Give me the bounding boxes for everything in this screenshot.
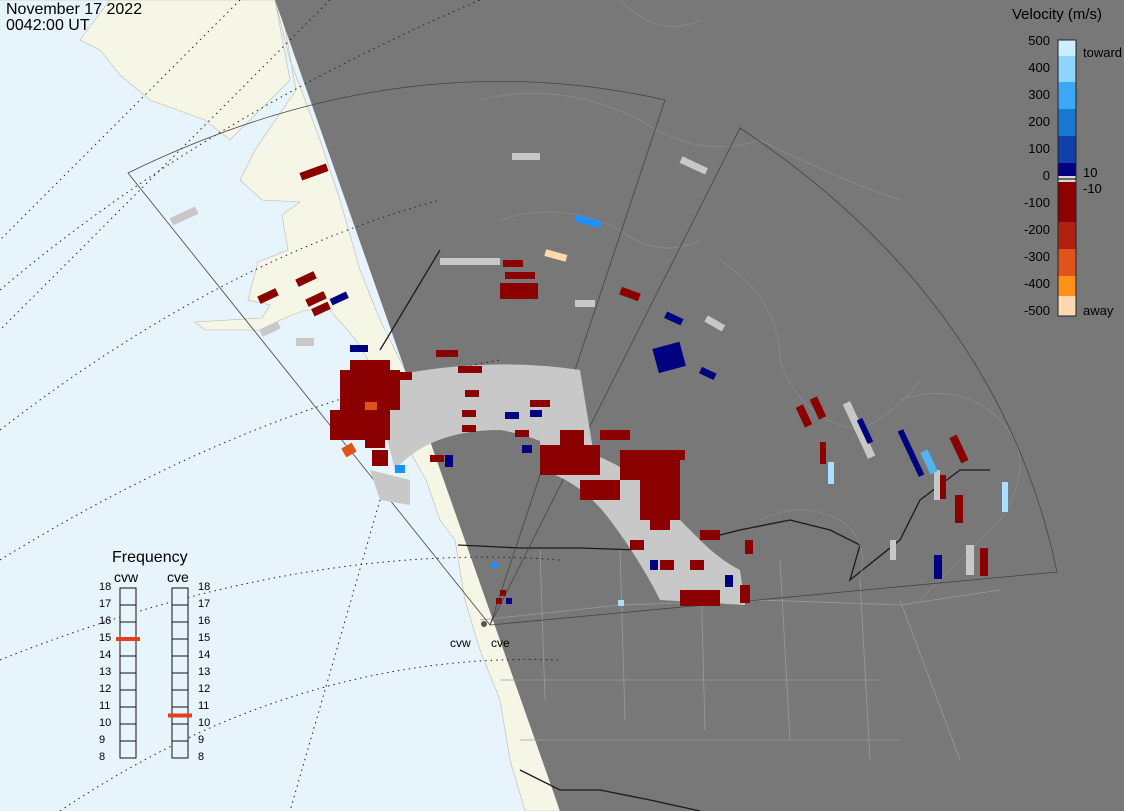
plus-ten-label: 10: [1083, 165, 1098, 180]
frequency-scale-label: 15: [99, 632, 112, 644]
near-site-cells: [492, 562, 624, 606]
frequency-scale-label: 18: [198, 581, 211, 593]
colorbar-tick: 500: [1028, 33, 1050, 48]
cvw-frequency-marker: [116, 637, 140, 641]
frequency-scale-label: 10: [198, 717, 211, 729]
frequency-scale-label: 8: [198, 751, 205, 763]
away-label: away: [1083, 303, 1114, 318]
radar-site-marker: [481, 621, 487, 627]
frequency-scale-label: 14: [99, 649, 112, 661]
colorbar-tick: 100: [1028, 141, 1050, 156]
time-label: 0042:00 UT: [6, 17, 90, 34]
colorbar-tick: 200: [1028, 114, 1050, 129]
backscatter-cells: [169, 153, 1008, 606]
colorbar-tick: 300: [1028, 87, 1050, 102]
fov-cve: [489, 127, 1058, 626]
fov-cvw: [127, 81, 666, 626]
frequency-scale-label: 16: [99, 615, 112, 627]
frequency-scale-label: 12: [198, 683, 211, 695]
frequency-scale-label: 9: [198, 734, 205, 746]
coastlines: [479, 0, 1021, 601]
frequency-radar-cvw: cvw: [114, 569, 139, 585]
velocity-colorbar: [1057, 39, 1077, 317]
frequency-scale-label: 8: [99, 751, 106, 763]
frequency-title: Frequency: [112, 549, 188, 566]
toward-label: toward: [1083, 45, 1123, 60]
colorbar-tick: -300: [1023, 249, 1050, 264]
frequency-scale-label: 11: [99, 700, 111, 712]
land-alaska: [79, 0, 291, 141]
colorbar-title: Velocity (m/s): [1012, 6, 1103, 23]
night-terminator: [275, 0, 1124, 811]
frequency-scale-label: 10: [99, 717, 112, 729]
country-borders: [379, 249, 990, 811]
frequency-scale-label: 17: [198, 598, 211, 610]
site-label-cve: cve: [491, 636, 510, 650]
frequency-scale-label: 14: [198, 649, 211, 661]
ionospheric-scatter-toward: [329, 214, 942, 587]
frequency-scale-label: 13: [198, 666, 211, 678]
frequency-radar-cve: cve: [167, 569, 189, 585]
colorbar-tick: -100: [1023, 195, 1050, 210]
colorbar-tick: -200: [1023, 222, 1050, 237]
frequency-scale-label: 13: [99, 666, 112, 678]
colorbar-tick: 400: [1028, 60, 1050, 75]
frequency-scale-label: 17: [99, 598, 112, 610]
minus-ten-label: -10: [1083, 181, 1102, 196]
site-label-cvw: cvw: [450, 636, 471, 650]
date-label: November 17 2022: [6, 1, 143, 18]
colorbar-tick: 0: [1042, 168, 1050, 183]
frequency-scale-label: 11: [198, 700, 210, 712]
cve-frequency-marker: [168, 713, 192, 718]
frequency-scale-label: 9: [99, 734, 106, 746]
colorbar-tick: -500: [1023, 303, 1050, 318]
state-borders: [479, 539, 1001, 761]
frequency-scale-label: 18: [99, 581, 112, 593]
frequency-scale-label: 15: [198, 632, 211, 644]
ionospheric-scatter-away: [257, 163, 988, 606]
colorbar-tick: -400: [1023, 276, 1050, 291]
frequency-scale-label: 12: [99, 683, 112, 695]
high-velocity-away: [341, 249, 568, 458]
radar-fov: [127, 81, 1058, 626]
frequency-scale-label: 16: [198, 615, 211, 627]
